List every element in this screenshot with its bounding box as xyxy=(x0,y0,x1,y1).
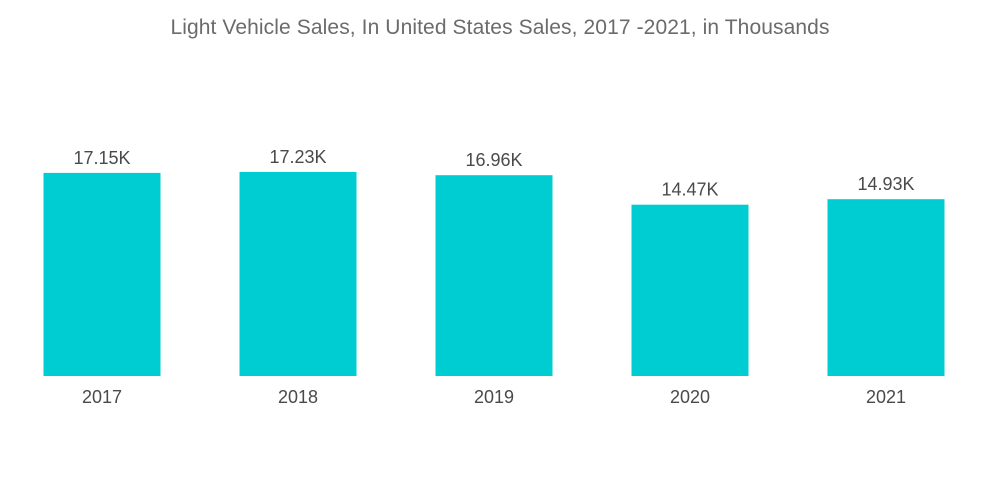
data-labels-group: 17.15K 17.23K 16.96K 14.47K 14.93K xyxy=(73,147,914,200)
bar-2021 xyxy=(827,199,945,376)
x-tick-2018: 2018 xyxy=(278,387,318,407)
data-label-2018: 17.23K xyxy=(269,147,326,167)
x-tick-2020: 2020 xyxy=(670,387,710,407)
bars-group xyxy=(43,172,945,376)
chart-title: Light Vehicle Sales, In United States Sa… xyxy=(170,16,830,39)
bar-2018 xyxy=(239,172,357,376)
data-label-2019: 16.96K xyxy=(465,150,522,170)
x-tick-2021: 2021 xyxy=(866,387,906,407)
x-tick-2017: 2017 xyxy=(82,387,122,407)
data-label-2020: 14.47K xyxy=(661,180,718,200)
data-label-2017: 17.15K xyxy=(73,148,130,168)
x-tick-2019: 2019 xyxy=(474,387,514,407)
bar-2017 xyxy=(43,172,161,376)
x-axis-ticks: 2017 2018 2019 2020 2021 xyxy=(82,387,906,407)
data-label-2021: 14.93K xyxy=(857,174,914,194)
bar-2019 xyxy=(435,175,553,376)
bar-2020 xyxy=(631,204,749,376)
